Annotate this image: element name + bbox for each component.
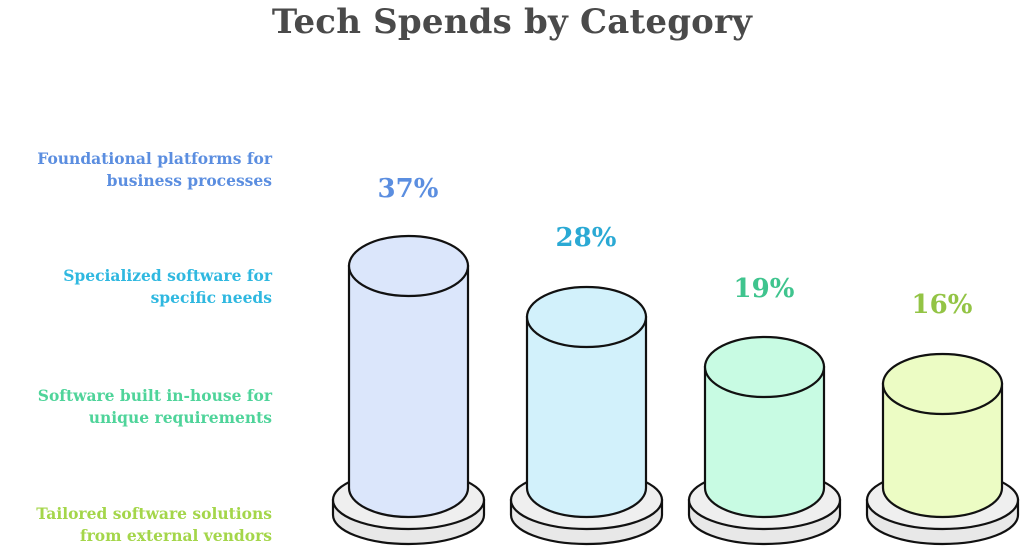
bar-foundational-platforms: 37%	[331, 174, 486, 546]
legend-item-external-vendors: Tailored software solutions from externa…	[36, 504, 272, 545]
legend-item-in-house-software: Software built in-house for unique requi…	[37, 386, 272, 427]
chart-title: Tech Spends by Category	[271, 2, 753, 42]
value-label: 16%	[912, 290, 973, 320]
value-label: 28%	[556, 223, 617, 253]
bar-in-house-software: 19%	[687, 274, 842, 546]
legend-item-specialized-software: Specialized software for specific needs	[63, 266, 272, 307]
value-label: 19%	[734, 274, 795, 304]
legend-item-foundational-platforms: Foundational platforms for business proc…	[37, 149, 272, 190]
value-label: 37%	[378, 174, 439, 204]
bar-external-vendors: 16%	[865, 290, 1020, 546]
bar-specialized-software: 28%	[509, 223, 664, 546]
